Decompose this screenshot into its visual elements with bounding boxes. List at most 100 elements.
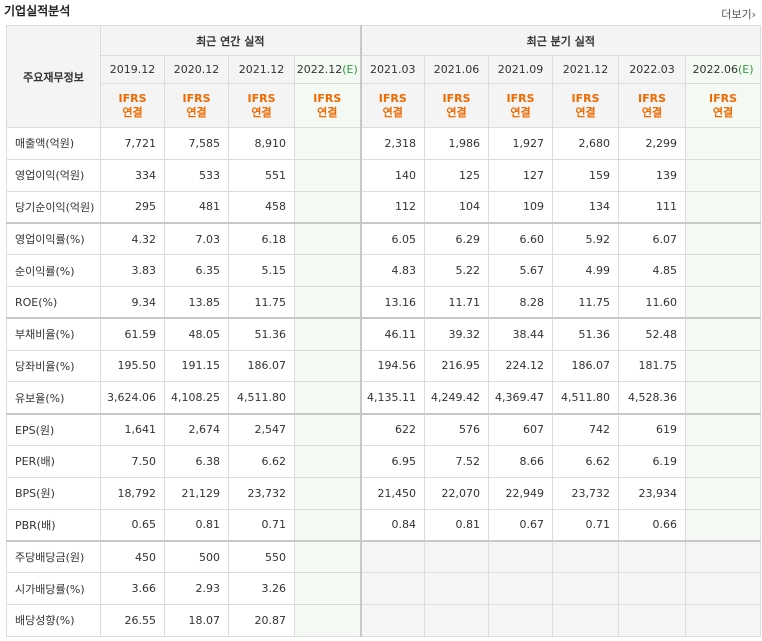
financial-table: 주요재무정보 최근 연간 실적 최근 분기 실적 2019.12 2020.12 2… [6, 25, 762, 637]
ifrs-top: IFRS [442, 91, 471, 105]
cell-value [360, 572, 426, 605]
cell-value: 8.66 [488, 444, 554, 478]
table-row: BPS(원) 18,792 21,129 23,732 21,450 22,070 22,9… [6, 476, 762, 510]
cell-value: 9.34 [100, 285, 165, 319]
cell-value [293, 572, 362, 605]
cell-value [685, 190, 762, 224]
table-row: 당좌비율(%) 195.50 191.15 186.07 194.56 216.95 224… [6, 349, 762, 383]
cell-value [552, 539, 620, 574]
cell-value: 11.60 [618, 285, 687, 319]
ifrs-bottom: 연결 [186, 105, 207, 119]
cell-value: 39.32 [424, 317, 490, 351]
cell-value: 5.15 [228, 254, 295, 287]
cell-value: 23,934 [618, 476, 687, 510]
cell-value: 0.84 [360, 508, 426, 542]
cell-value: 216.95 [424, 349, 490, 383]
more-label: 더보기 [721, 8, 752, 21]
cell-value [293, 444, 362, 478]
cell-value: 6.07 [618, 221, 687, 256]
row-label: 주당배당금(원) [6, 539, 101, 574]
period-label: 2021.12 [562, 63, 609, 76]
ifrs-bottom: 연결 [712, 105, 734, 119]
table-row: 당기순이익(억원) 295 481 458 112 104 109 134 111 [6, 190, 762, 224]
table-row: 영업이익(억원) 334 533 551 140 125 127 159 139 [6, 158, 762, 192]
ifrs-bottom: 연결 [446, 105, 467, 119]
more-link[interactable]: 더보기› [721, 6, 756, 22]
cell-value: 0.71 [228, 508, 295, 542]
ifrs-label: IFRS 연결 [228, 83, 295, 128]
cell-value: 3.26 [228, 572, 295, 605]
period-label: 2022.03 [629, 63, 675, 76]
cell-value: 5.22 [424, 254, 490, 287]
cell-value [685, 158, 762, 192]
ifrs-bottom: 연결 [251, 105, 272, 119]
table-row: 영업이익률(%) 4.32 7.03 6.18 6.05 6.29 6.60 5.92 6.07 [6, 221, 762, 256]
cell-value: 11.75 [552, 285, 620, 319]
cell-value: 159 [552, 158, 620, 192]
cell-value [685, 572, 762, 605]
cell-value [685, 285, 762, 319]
cell-value [618, 603, 687, 637]
cell-value [685, 508, 762, 542]
cell-value [293, 254, 362, 287]
cell-value: 195.50 [100, 349, 165, 383]
cell-value: 4,511.80 [552, 381, 620, 415]
cell-value: 3.66 [100, 572, 165, 605]
ifrs-bottom: 연결 [317, 105, 338, 119]
cell-value: 20.87 [228, 603, 295, 637]
table-row: 주당배당금(원) 450 500 550 [6, 539, 762, 574]
cell-value: 13.16 [360, 285, 426, 319]
cell-value [293, 221, 362, 256]
table-row: PER(배) 7.50 6.38 6.62 6.95 7.52 8.66 6.62 6.19 [6, 444, 762, 478]
cell-value: 7.50 [100, 444, 165, 478]
row-label: BPS(원) [6, 476, 101, 510]
period-quarter-2021.09: 2021.09 [488, 55, 554, 84]
cell-value [685, 381, 762, 415]
cell-value: 607 [488, 412, 554, 446]
cell-value: 4,135.11 [360, 381, 426, 415]
cell-value [685, 476, 762, 510]
cell-value: 4.99 [552, 254, 620, 287]
period-label: 2021.03 [370, 63, 416, 76]
period-quarter-2021.06: 2021.06 [424, 55, 490, 84]
row-label: 당좌비율(%) [6, 349, 101, 383]
period-label: 2022.06 [692, 63, 739, 76]
cell-value: 4,511.80 [228, 381, 295, 415]
cell-value: 3.83 [100, 254, 165, 287]
cell-value: 6.38 [164, 444, 229, 478]
quarter-group-header: 최근 분기 실적 [360, 25, 762, 56]
period-label: 2020.12 [173, 63, 220, 76]
info-header: 주요재무정보 [6, 25, 101, 128]
cell-value [685, 254, 762, 287]
cell-value: 186.07 [552, 349, 620, 383]
row-label: PBR(배) [6, 508, 101, 542]
period-quarter-2021.12: 2021.12 [552, 55, 620, 84]
cell-value: 481 [164, 190, 229, 224]
cell-value [685, 539, 762, 574]
cell-value: 38.44 [488, 317, 554, 351]
cell-value: 0.71 [552, 508, 620, 542]
ifrs-label: IFRS 연결 [293, 83, 362, 128]
cell-value: 23,732 [552, 476, 620, 510]
cell-value: 551 [228, 158, 295, 192]
cell-value: 46.11 [360, 317, 426, 351]
row-label: 유보율(%) [6, 381, 101, 415]
table-row: 부채비율(%) 61.59 48.05 51.36 46.11 39.32 38.44 51.… [6, 317, 762, 351]
table-row: 매출액(억원) 7,721 7,585 8,910 2,318 1,986 1,927 2,6… [6, 127, 762, 160]
cell-value: 6.62 [552, 444, 620, 478]
cell-value [685, 349, 762, 383]
cell-value: 8,910 [228, 127, 295, 160]
cell-value: 2,299 [618, 127, 687, 160]
cell-value: 22,070 [424, 476, 490, 510]
ifrs-top: IFRS [118, 91, 147, 105]
cell-value [685, 317, 762, 351]
ifrs-bottom: 연결 [641, 105, 663, 119]
cell-value: 0.66 [618, 508, 687, 542]
cell-value: 1,641 [100, 412, 165, 446]
cell-value: 21,129 [164, 476, 229, 510]
cell-value [293, 285, 362, 319]
ifrs-top: IFRS [709, 91, 738, 105]
cell-value: 619 [618, 412, 687, 446]
ifrs-bottom: 연결 [122, 105, 143, 119]
